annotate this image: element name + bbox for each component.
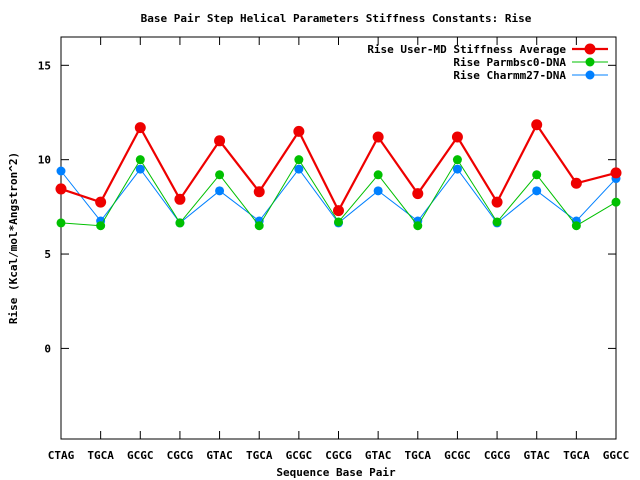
y-tick-label: 0: [44, 342, 51, 355]
data-point: [55, 183, 67, 195]
series-layer: [55, 119, 622, 231]
data-point: [412, 188, 424, 200]
data-point: [413, 221, 423, 231]
x-tick-label: GTAC: [206, 449, 233, 462]
x-tick-label: CGCG: [484, 449, 511, 462]
data-point: [214, 135, 226, 147]
data-point: [135, 164, 145, 174]
x-tick-label: CTAG: [48, 449, 75, 462]
x-tick-label: CGCG: [325, 449, 352, 462]
x-tick-label: TGCA: [87, 449, 114, 462]
data-point: [96, 221, 106, 231]
data-point: [373, 170, 383, 180]
x-tick-label: GGCC: [603, 449, 630, 462]
data-point: [571, 221, 581, 231]
y-tick-label: 5: [44, 248, 51, 261]
data-point: [254, 221, 264, 231]
x-tick-label: TGCA: [405, 449, 432, 462]
data-point: [531, 119, 543, 131]
x-tick-label: GCGC: [127, 449, 154, 462]
x-tick-label: GTAC: [523, 449, 550, 462]
x-tick-label: CGCG: [167, 449, 194, 462]
data-point: [334, 217, 343, 227]
y-tick-label: 10: [38, 154, 51, 167]
legend-marker: [585, 57, 595, 67]
legend-label: Rise Charmm27-DNA: [453, 69, 566, 82]
data-point: [175, 218, 185, 228]
x-tick-label: GCGC: [286, 449, 313, 462]
data-point: [215, 186, 225, 196]
data-point: [95, 196, 107, 208]
x-tick-label: TGCA: [246, 449, 273, 462]
data-point: [174, 193, 186, 205]
data-point: [253, 186, 265, 198]
x-axis-label: Sequence Base Pair: [276, 466, 396, 479]
data-point: [532, 170, 542, 180]
data-point: [294, 155, 304, 165]
data-point: [135, 155, 145, 165]
data-point: [532, 186, 542, 196]
data-point: [372, 131, 384, 143]
legend-label: Rise Parmbsc0-DNA: [453, 56, 566, 69]
plot-area-frame: [60, 36, 617, 440]
legend-label: Rise User-MD Stiffness Average: [367, 43, 566, 56]
legend-marker: [585, 70, 595, 80]
chart-title: Base Pair Step Helical Parameters Stiffn…: [141, 12, 532, 25]
data-point: [452, 155, 462, 165]
data-point: [451, 131, 463, 143]
y-tick-label: 15: [38, 59, 51, 72]
data-point: [134, 122, 146, 134]
data-point: [373, 186, 383, 196]
x-tick-label: GCGC: [444, 449, 471, 462]
series-0: [55, 119, 622, 217]
data-point: [452, 164, 462, 174]
data-point: [611, 197, 621, 207]
data-point: [294, 164, 304, 174]
series-1: [56, 155, 621, 231]
data-point: [215, 170, 225, 180]
data-point: [56, 166, 66, 176]
data-point: [333, 205, 344, 217]
data-point: [293, 125, 305, 137]
data-point: [610, 167, 622, 179]
y-axis-label: Rise (Kcal/mol*Angstron^2): [7, 152, 20, 324]
data-point: [492, 217, 502, 227]
x-tick-label: TGCA: [563, 449, 590, 462]
axis-ticks: 15 10 5 0 CTAG TGCA GCGC CGCG GTAC TGCA GCGC CGCG GT…: [38, 37, 630, 462]
data-point: [56, 218, 66, 228]
x-tick-label: GTAC: [365, 449, 392, 462]
data-point: [491, 196, 503, 208]
legend-marker: [584, 43, 596, 55]
data-point: [570, 177, 582, 189]
